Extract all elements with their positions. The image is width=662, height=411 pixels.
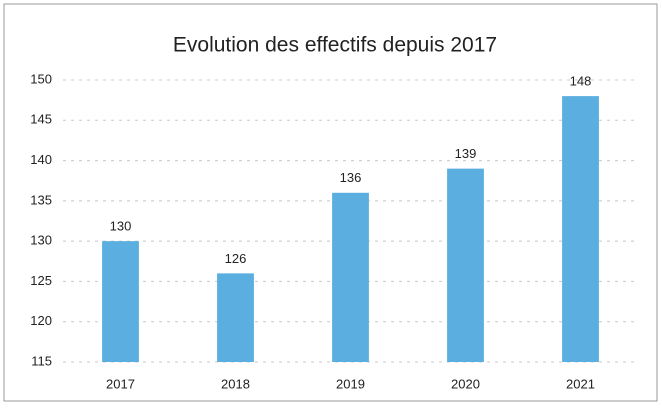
y-tick-label: 150 [30, 71, 52, 86]
x-tick-label: 2017 [106, 376, 135, 391]
bar [217, 273, 254, 362]
y-tick-label: 140 [30, 152, 52, 167]
data-label: 126 [225, 251, 247, 266]
chart-title: Evolution des effectifs depuis 2017 [173, 34, 497, 57]
y-tick-label: 125 [30, 273, 52, 288]
y-tick-label: 135 [30, 192, 52, 207]
y-tick-label: 120 [30, 313, 52, 328]
x-tick-label: 2018 [221, 376, 250, 391]
data-label: 130 [110, 219, 132, 234]
x-tick-label: 2021 [566, 376, 595, 391]
x-tick-label: 2020 [451, 376, 480, 391]
y-tick-label: 130 [30, 233, 52, 248]
data-label: 148 [570, 74, 592, 89]
bar [562, 96, 599, 362]
data-label: 139 [455, 146, 477, 161]
chart-frame [3, 3, 658, 402]
bar [102, 241, 139, 362]
y-tick-label: 145 [30, 112, 52, 127]
bar [447, 168, 484, 362]
y-tick-label: 115 [31, 353, 52, 368]
x-tick-label: 2019 [336, 376, 365, 391]
data-label: 136 [340, 170, 362, 185]
bar [332, 192, 369, 362]
